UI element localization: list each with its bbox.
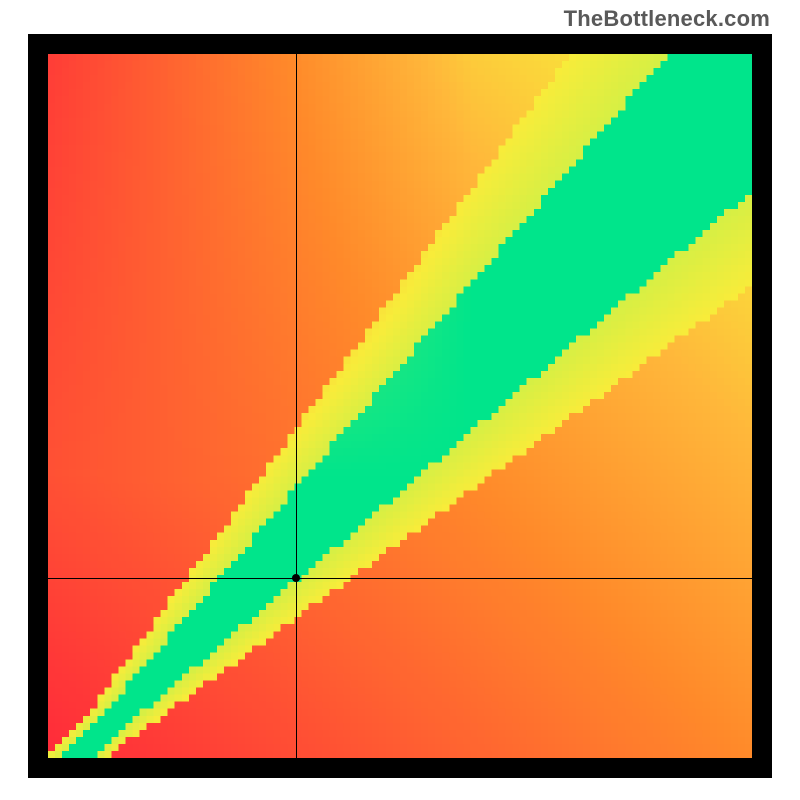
crosshair-vertical — [296, 54, 297, 758]
watermark: TheBottleneck.com — [564, 6, 770, 32]
chart-plot-area — [48, 54, 752, 758]
chart-border — [28, 34, 772, 778]
heatmap-canvas — [48, 54, 752, 758]
intersection-marker — [292, 574, 300, 582]
crosshair-horizontal — [48, 578, 752, 579]
